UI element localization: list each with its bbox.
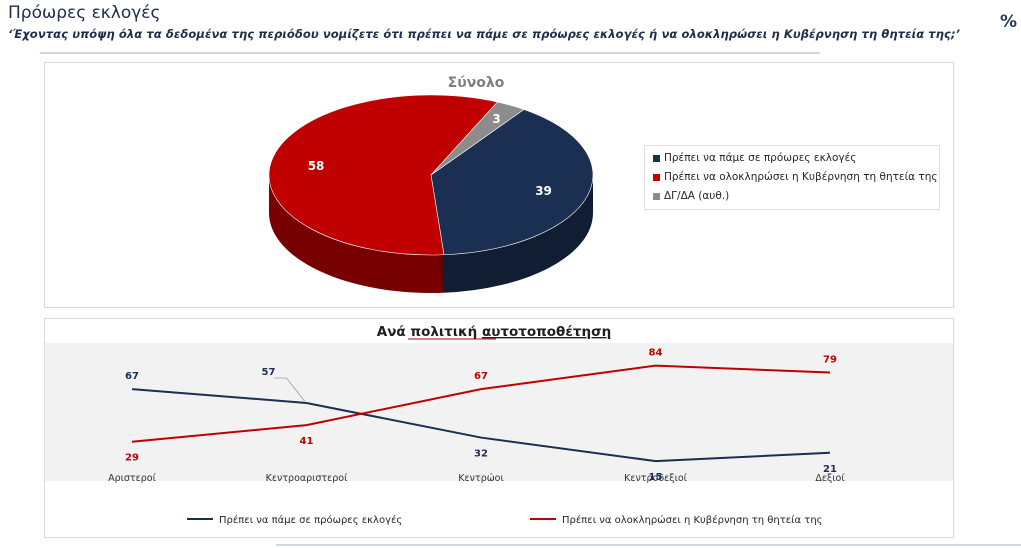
percent-unit-label: % bbox=[1000, 12, 1018, 32]
line-chart-svg: Ανά πολιτική αυτοτοποθέτηση Αριστεροί Κεν… bbox=[45, 324, 953, 526]
question-subtitle: ‘Έχοντας υπόψη όλα τα δεδομένα της περιό… bbox=[8, 27, 961, 41]
legend-label: Πρέπει να ολοκληρώσει η Κυβέρνηση τη θητ… bbox=[664, 171, 938, 183]
pie-slice-side-1 bbox=[269, 175, 444, 293]
x-tick-label-3: Κεντροδεξιοί bbox=[624, 473, 688, 484]
data-label-s0-0: 67 bbox=[125, 371, 139, 382]
overall-pie-chart-panel: Σύνολο 39 58 3 Πρέπει να πάμε σε πρόωρες ε… bbox=[44, 62, 954, 308]
data-label-s0-2: 32 bbox=[474, 449, 488, 460]
pie-legend-item-complete-term: Πρέπει να ολοκληρώσει η Κυβέρνηση τη θητ… bbox=[653, 169, 938, 185]
pie-data-label-0: 39 bbox=[535, 184, 552, 198]
line-chart-title: Ανά πολιτική αυτοτοποθέτηση bbox=[377, 324, 611, 340]
legend-swatch-red bbox=[653, 173, 660, 181]
line-chart-title-prefix: Ανά πολιτική bbox=[377, 324, 482, 340]
pie-data-label-1: 58 bbox=[308, 159, 325, 173]
legend-swatch-gray bbox=[653, 192, 660, 200]
pie-data-label-2: 3 bbox=[492, 112, 500, 126]
x-tick-label-4: Δεξιοί bbox=[815, 473, 845, 484]
pie-slice-0 bbox=[430, 109, 594, 256]
footer-divider bbox=[276, 544, 1021, 546]
series-line-1 bbox=[131, 364, 831, 443]
data-label-s0-3: 15 bbox=[649, 472, 663, 483]
legend-swatch-navy bbox=[653, 154, 660, 162]
data-label-s1-3: 84 bbox=[649, 348, 663, 359]
header-divider bbox=[40, 52, 820, 54]
data-label-s1-2: 67 bbox=[474, 371, 488, 382]
pie-legend-item-dont-know: ΔΓ/ΔΑ (αυθ.) bbox=[653, 188, 729, 204]
series-line-0 bbox=[131, 388, 831, 463]
legend-label-1: Πρέπει να ολοκληρώσει η Κυβέρνηση τη θητ… bbox=[562, 514, 823, 526]
data-label-s0-1: 57 bbox=[262, 367, 276, 378]
pie-legend: Πρέπει να πάμε σε πρόωρες εκλογές Πρέπει… bbox=[644, 145, 940, 210]
legend-label: ΔΓ/ΔΑ (αυθ.) bbox=[664, 190, 730, 202]
label-leader-line bbox=[274, 377, 305, 402]
x-tick-label-0: Αριστεροί bbox=[108, 473, 156, 484]
data-label-s1-1: 41 bbox=[300, 436, 314, 447]
pie-chart-title: Σύνολο bbox=[448, 75, 505, 91]
data-label-s1-0: 29 bbox=[125, 453, 139, 464]
pie-slice-side-0 bbox=[443, 175, 593, 293]
x-tick-label-2: Κεντρώοι bbox=[458, 473, 503, 484]
pie-slice-2 bbox=[430, 101, 525, 176]
pie-slice-1 bbox=[268, 94, 498, 256]
data-label-s0-4: 21 bbox=[823, 464, 837, 475]
line-chart-title-underlined: αυτοτοποθέτηση bbox=[482, 324, 611, 340]
plot-area-background bbox=[45, 343, 953, 481]
page-title: Πρόωρες εκλογές bbox=[8, 3, 161, 23]
pie-legend-item-early-elections: Πρέπει να πάμε σε πρόωρες εκλογές bbox=[653, 150, 856, 166]
legend-label-0: Πρέπει να πάμε σε πρόωρες εκλογές bbox=[219, 514, 402, 526]
data-label-s1-4: 79 bbox=[823, 355, 837, 366]
legend-label: Πρέπει να πάμε σε πρόωρες εκλογές bbox=[664, 152, 857, 164]
ideology-line-chart-panel: Ανά πολιτική αυτοτοποθέτηση Αριστεροί Κεν… bbox=[44, 318, 954, 538]
x-tick-label-1: Κεντροαριστεροί bbox=[266, 473, 348, 484]
pie-chart-svg: Σύνολο 39 58 3 bbox=[268, 75, 594, 293]
